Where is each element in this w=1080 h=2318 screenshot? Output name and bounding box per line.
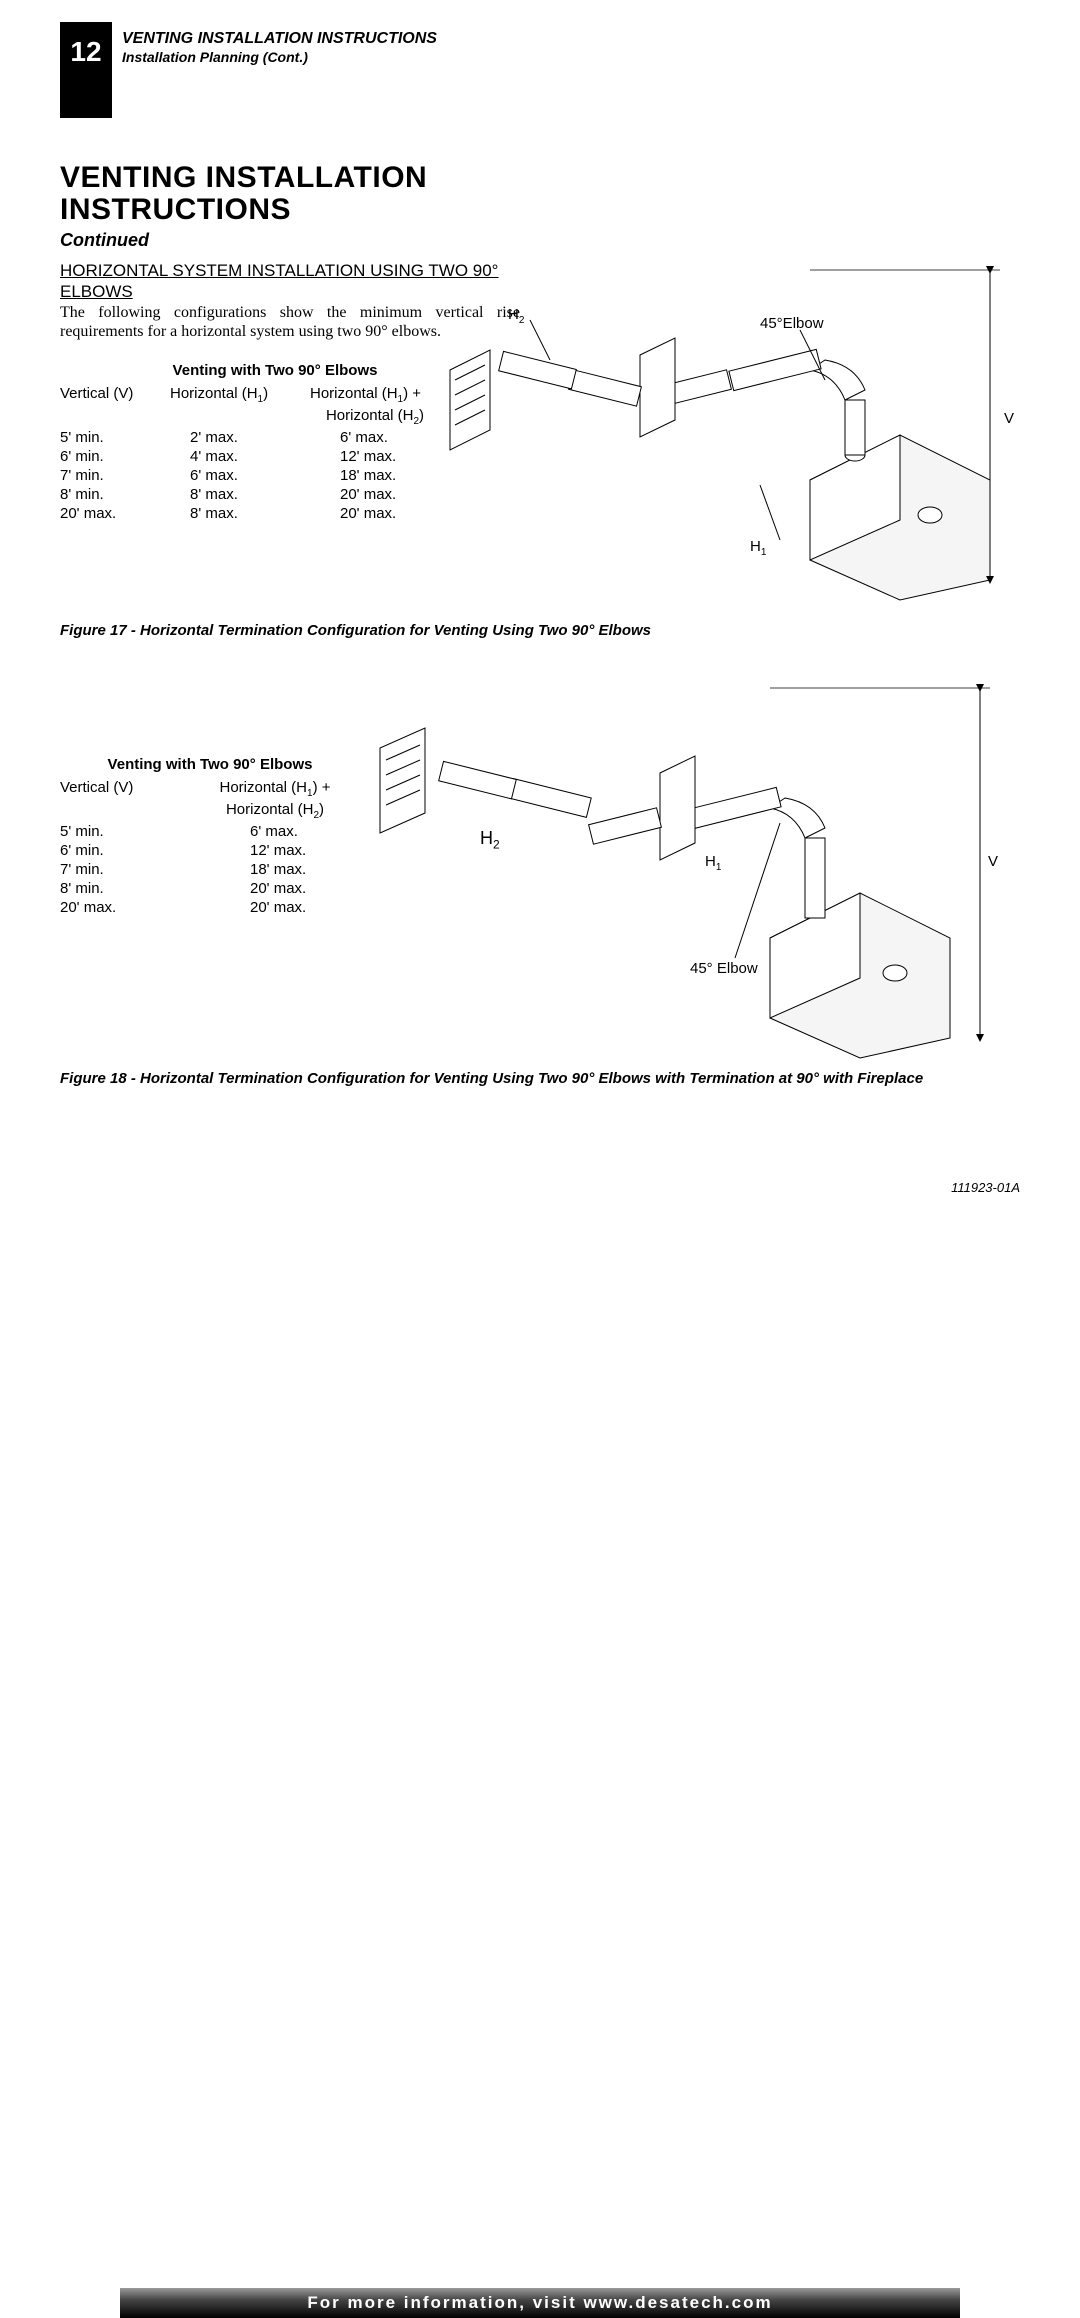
dim-H1-2: H1	[705, 853, 721, 873]
header-black-box: 12	[60, 22, 112, 118]
table2-title: Venting with Two 90° Elbows	[60, 756, 360, 773]
dim-V: V	[1004, 410, 1014, 427]
dim-H2-2: H2	[480, 828, 500, 852]
document-id: 111923-01A	[951, 1180, 1020, 1195]
footer-bar: For more information, visit www.desatech…	[60, 1144, 1020, 1174]
table2-row: 8' min.20' max.	[60, 880, 360, 897]
table1-row: 8' min.8' max.20' max.	[60, 486, 460, 503]
table1-row: 5' min.2' max.6' max.	[60, 429, 460, 446]
page: 12 VENTING INSTALLATION INSTRUCTIONS Ins…	[0, 0, 1080, 1397]
table1-head-c1: Vertical (V)	[60, 385, 170, 405]
table2-head-c2a: Horizontal (H1) +	[190, 779, 360, 799]
table2-row: 20' max.20' max.	[60, 899, 360, 916]
figure-17-diagram: V H1 H2 45°Elbow	[430, 260, 1020, 610]
dim-V-2: V	[988, 853, 998, 870]
table1-head-c2: Horizontal (H1)	[170, 385, 310, 405]
section-title-line1: VENTING INSTALLATION	[60, 161, 427, 194]
figure-18-diagram: V H1 H2 45° Elbow	[340, 668, 1020, 1068]
header-titles: VENTING INSTALLATION INSTRUCTIONS Instal…	[122, 30, 437, 65]
table2-row: 7' min.18' max.	[60, 861, 360, 878]
table2-row: 6' min.12' max.	[60, 842, 360, 859]
figure-17-caption: Figure 17 - Horizontal Termination Confi…	[60, 622, 1020, 639]
table1-header-row2: Horizontal (H2)	[60, 407, 460, 427]
table1-row: 6' min.4' max.12' max.	[60, 448, 460, 465]
table1-title: Venting with Two 90° Elbows	[90, 362, 460, 379]
venting-table-1: Venting with Two 90° Elbows Vertical (V)…	[60, 362, 460, 524]
dim-H1: H1	[750, 538, 766, 558]
venting-table-2: Venting with Two 90° Elbows Vertical (V)…	[60, 756, 360, 918]
figure-18-caption: Figure 18 - Horizontal Termination Confi…	[60, 1070, 1020, 1087]
table2-head-c1: Vertical (V)	[60, 779, 190, 799]
section-title: VENTING INSTALLATION INSTRUCTIONS	[60, 162, 427, 225]
table1-header-row1: Vertical (V) Horizontal (H1) Horizontal …	[60, 385, 460, 405]
label-45elbow-2: 45° Elbow	[690, 960, 758, 977]
table1-row: 20' max.8' max.20' max.	[60, 505, 460, 522]
header-title-line2: Installation Planning (Cont.)	[122, 49, 437, 65]
table2-row: 5' min.6' max.	[60, 823, 360, 840]
header-title-line1: VENTING INSTALLATION INSTRUCTIONS	[122, 30, 437, 48]
continued-label: Continued	[60, 230, 149, 251]
table1-row: 7' min.6' max.18' max.	[60, 467, 460, 484]
table2-header-row2: Horizontal (H2)	[60, 801, 360, 821]
page-number: 12	[70, 36, 101, 68]
table2-head-c2b: Horizontal (H2)	[190, 801, 360, 821]
section-title-line2: INSTRUCTIONS	[60, 193, 291, 226]
table2-header-row1: Vertical (V) Horizontal (H1) +	[60, 779, 360, 799]
dim-H2: H2	[508, 306, 524, 326]
footer-text: For more information, visit www.desatech…	[120, 2288, 960, 2318]
label-45elbow: 45°Elbow	[760, 315, 824, 332]
